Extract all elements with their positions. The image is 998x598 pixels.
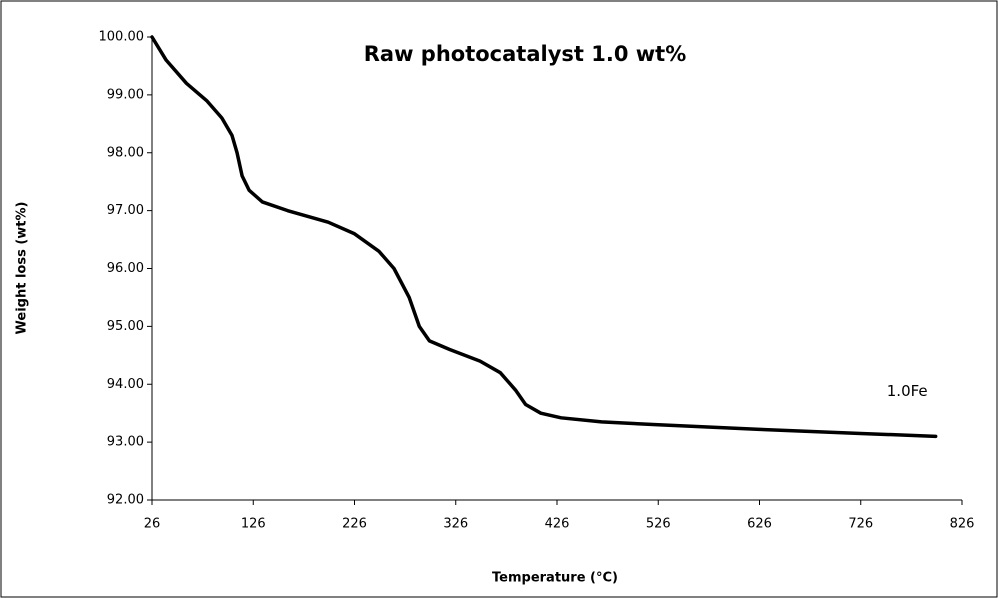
y-tick-label: 93.00 — [107, 435, 144, 450]
x-tick-label: 326 — [443, 517, 468, 532]
y-tick-label: 94.00 — [107, 377, 144, 392]
y-axis-title: Weight loss (wt%) — [15, 202, 30, 335]
x-tick-label: 626 — [747, 517, 772, 532]
x-tick-label: 726 — [848, 517, 873, 532]
y-tick-label: 100.00 — [99, 30, 145, 45]
x-tick-label: 526 — [646, 517, 671, 532]
y-tick-label: 95.00 — [107, 319, 144, 334]
y-tick-label: 97.00 — [107, 203, 144, 218]
y-tick-label: 98.00 — [107, 145, 144, 160]
y-tick-label: 96.00 — [107, 261, 144, 276]
x-tick-label: 26 — [144, 517, 161, 532]
x-tick-label: 426 — [545, 517, 570, 532]
series-label: 1.0Fe — [887, 382, 928, 400]
x-tick-label: 826 — [950, 517, 975, 532]
x-axis-title: Temperature (°C) — [492, 571, 618, 586]
line-series — [150, 35, 938, 439]
y-tick-label: 92.00 — [107, 493, 144, 508]
y-tick-label: 99.00 — [107, 87, 144, 102]
x-tick-label: 226 — [342, 517, 367, 532]
chart-title: Raw photocatalyst 1.0 wt% — [364, 42, 687, 66]
x-tick-label: 126 — [241, 517, 266, 532]
